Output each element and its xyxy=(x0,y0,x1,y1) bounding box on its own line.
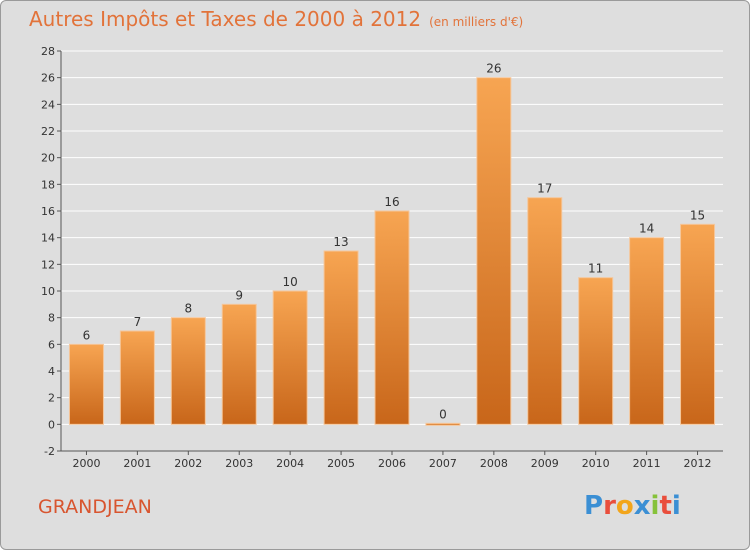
y-tick-label: 22 xyxy=(41,125,55,138)
bar-2011 xyxy=(629,237,665,425)
y-tick-label: 2 xyxy=(48,392,55,405)
bar-2008 xyxy=(476,77,512,425)
y-tick-label: 14 xyxy=(41,232,55,245)
logo-letter: i xyxy=(650,491,660,521)
x-tick-label: 2008 xyxy=(480,457,508,470)
x-tick-label: 2012 xyxy=(684,457,712,470)
y-tick-label: 26 xyxy=(41,72,55,85)
bar-2006 xyxy=(374,210,410,425)
y-tick-label: 12 xyxy=(41,258,55,271)
data-label: 10 xyxy=(283,275,298,289)
data-label: 11 xyxy=(588,262,603,276)
bar-2010 xyxy=(578,277,614,425)
y-tick-label: 16 xyxy=(41,205,55,218)
y-tick-label: 18 xyxy=(41,178,55,191)
data-label: 0 xyxy=(439,407,447,421)
y-tick-label: -2 xyxy=(44,445,55,458)
bar-2002 xyxy=(170,317,206,425)
chart-title: Autres Impôts et Taxes de 2000 à 2012 (en… xyxy=(29,7,523,31)
data-label: 9 xyxy=(235,288,243,302)
y-tick-label: 6 xyxy=(48,338,55,351)
y-tick-label: 28 xyxy=(41,45,55,58)
commune-name: GRANDJEAN xyxy=(38,496,152,518)
x-tick-label: 2003 xyxy=(225,457,253,470)
logo-letter: i xyxy=(671,491,681,521)
logo-letter: x xyxy=(633,491,651,521)
x-tick-label: 2011 xyxy=(633,457,661,470)
data-label: 26 xyxy=(486,62,501,76)
y-tick-label: 4 xyxy=(48,365,55,378)
y-tick-label: 24 xyxy=(41,98,55,111)
chart-title-text: Autres Impôts et Taxes de 2000 à 2012 xyxy=(29,7,422,31)
data-label: 13 xyxy=(333,235,348,249)
x-tick-label: 2002 xyxy=(174,457,202,470)
proxiti-logo: Proxiti xyxy=(584,491,681,521)
logo-letter: t xyxy=(659,491,672,521)
data-label: 8 xyxy=(184,302,192,316)
bar-2007 xyxy=(425,422,461,426)
y-tick-label: 10 xyxy=(41,285,55,298)
chart-subtitle: (en milliers d'€) xyxy=(429,15,524,29)
bar-2005 xyxy=(323,250,359,425)
bar-2001 xyxy=(119,330,155,425)
logo-letter: P xyxy=(584,491,604,521)
data-label: 7 xyxy=(134,315,142,329)
bar-2012 xyxy=(680,223,716,425)
data-label: 14 xyxy=(639,222,654,236)
x-tick-label: 2010 xyxy=(582,457,610,470)
x-tick-label: 2004 xyxy=(276,457,304,470)
x-tick-label: 2000 xyxy=(72,457,100,470)
logo-letter: o xyxy=(615,491,634,521)
bars xyxy=(68,77,716,426)
x-tick-label: 2006 xyxy=(378,457,406,470)
x-tick-label: 2007 xyxy=(429,457,457,470)
x-tick-label: 2005 xyxy=(327,457,355,470)
y-tick-label: 0 xyxy=(48,418,55,431)
data-label: 15 xyxy=(690,208,705,222)
bar-2004 xyxy=(272,290,308,425)
data-label: 17 xyxy=(537,182,552,196)
x-tick-label: 2001 xyxy=(123,457,151,470)
y-tick-label: 8 xyxy=(48,312,55,325)
y-tick-label: 20 xyxy=(41,152,55,165)
data-label: 16 xyxy=(384,195,399,209)
data-labels: 6 7 8 9 10 13 16 0 26 17 11 14 15 xyxy=(83,62,706,422)
bar-2009 xyxy=(527,197,563,425)
logo-letter: r xyxy=(603,491,616,521)
bar-2003 xyxy=(221,303,257,425)
x-tick-label: 2009 xyxy=(531,457,559,470)
data-label: 6 xyxy=(83,328,91,342)
bar-2000 xyxy=(68,343,104,425)
